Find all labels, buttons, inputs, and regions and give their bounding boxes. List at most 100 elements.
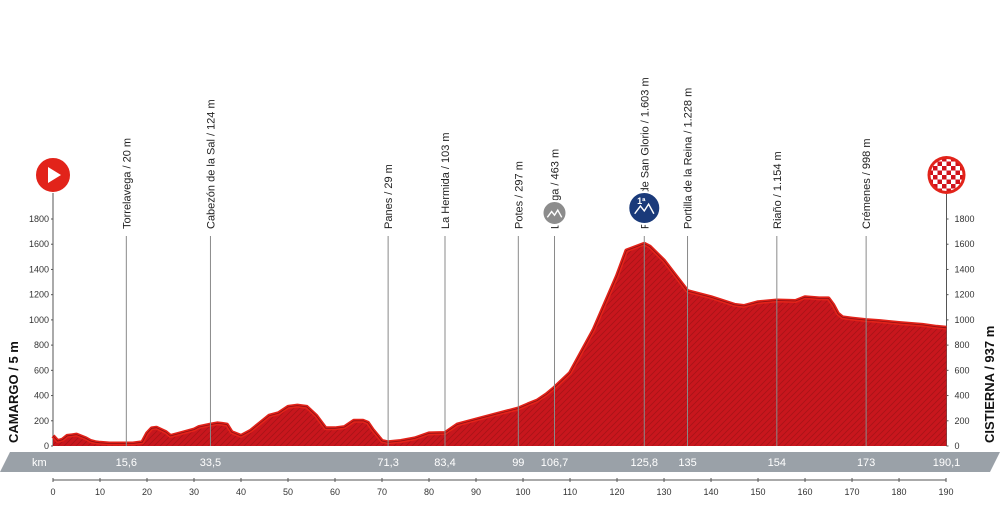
profile-outline [52,243,947,444]
checker-square [942,161,947,166]
checker-square [955,175,960,180]
checker-square [942,166,947,171]
checker-square [937,166,942,171]
y-tick-label-right: 1200 [955,290,975,300]
checker-square [946,188,951,191]
waypoint-label: Riaño / 1.154 m [772,151,784,229]
y-tick-label-right: 1600 [955,239,975,249]
waypoint-labels: Torrelavega / 20 m Cabezón de la Sal / 12… [121,77,873,229]
y-tick-label-left: 600 [34,365,49,375]
km-band-label: 33,5 [200,457,221,469]
checker-square [933,161,938,166]
checker-square [930,159,933,162]
checker-square [951,161,956,166]
checker-square [942,175,947,180]
y-tick-label-left: 1800 [29,214,49,224]
x-tick-label: 0 [50,487,55,497]
y-tick-label-left: 1000 [29,315,49,325]
checker-square [930,170,933,175]
x-tick-label: 50 [283,487,293,497]
x-tick-label: 20 [142,487,152,497]
waypoint-label: Portilla de la Reina / 1.228 m [683,88,695,229]
checker-square [946,184,951,189]
km-band-label: 135 [678,457,696,469]
x-tick-label: 150 [751,487,766,497]
checker-square [937,175,942,180]
checker-square [942,188,947,191]
waypoint-label: La Hermida / 103 m [440,132,452,229]
checker-square [946,161,951,166]
y-tick-label-right: 800 [955,340,970,350]
checker-square [930,175,933,180]
checker-square [937,179,942,184]
y-tick-label-right: 1800 [955,214,975,224]
x-tick-label: 110 [563,487,577,497]
elevation-profile [51,241,947,446]
km-band-label: 106,7 [541,457,569,469]
x-tick-label: 180 [892,487,907,497]
mountain-icon [546,208,563,218]
x-tick-label: 30 [189,487,199,497]
checker-square [955,161,960,166]
y-tick-label-right: 400 [955,391,970,401]
mountain-icon [634,202,655,215]
y-tick-label-right: 1000 [955,315,975,325]
checker-square [960,170,963,175]
km-band: km 15,6 33,5 71,3 83,4 99 106,7 125,8 135 154 173 1… [0,452,1000,472]
waypoint-label: Potes / 297 m [513,161,525,229]
finish-label: CISTIERNA / 937 m [982,326,997,443]
y-tick-label-right: 200 [955,416,970,426]
y-tick-label-left: 1200 [29,290,49,300]
checker-square [937,184,942,189]
checker-square [951,179,956,184]
checker-square [955,170,960,175]
waypoint-lines [125,236,867,446]
mountain-badge-circle [541,200,568,226]
x-tick-label: 130 [657,487,672,497]
finish-icon [927,156,966,199]
x-axis: 0 10 20 30 40 50 60 70 80 90 100 110 120 130 140 150 160… [50,478,954,497]
checker-square [937,161,942,166]
x-tick-label: 80 [424,487,434,497]
waypoint-label: Crémenes / 998 m [861,139,873,229]
start-label: CAMARGO / 5 m [6,341,21,443]
checker-square [933,170,938,175]
checker-square [960,188,963,191]
checker-square [942,184,947,189]
checker-square [930,188,933,191]
y-tick-label-left: 200 [34,416,49,426]
x-tick-label: 90 [471,487,481,497]
km-band-shape [0,452,1000,472]
y-tick-label-right: 1400 [955,264,975,274]
climb-badge-first: 1ª [627,191,662,225]
x-tick-label: 100 [516,487,531,497]
km-band-label: 71,3 [377,457,398,469]
waypoint-label: Panes / 29 m [383,164,395,229]
start-icon [34,156,72,199]
x-tick-label: 40 [236,487,246,497]
checker-square [955,166,960,171]
km-band-label: 83,4 [434,457,455,469]
checker-square [933,166,938,171]
y-tick-label-left: 800 [34,340,49,350]
km-band-label: 154 [768,457,786,469]
checker-square [942,170,947,175]
checker-square [937,170,942,175]
checker-square [933,184,938,189]
y-tick-label-right: 600 [955,365,970,375]
km-band-end-label: 190,1 [933,457,961,469]
checker-square [946,159,951,162]
y-axis-left: 0 200 400 600 800 1000 1200 1400 1600 1800 [29,199,54,451]
x-tick-label: 70 [377,487,387,497]
x-tick-label: 170 [845,487,860,497]
y-tick-label-left: 1600 [29,239,49,249]
y-tick-label-right: 0 [955,441,960,451]
checker-square [951,166,956,171]
x-tick-label: 10 [95,487,105,497]
checker-square [946,175,951,180]
climb-category-label: 1ª [637,196,646,206]
climb-badge-third [541,200,568,226]
checker-square [960,159,963,162]
route-icons: 1ª [34,156,966,226]
